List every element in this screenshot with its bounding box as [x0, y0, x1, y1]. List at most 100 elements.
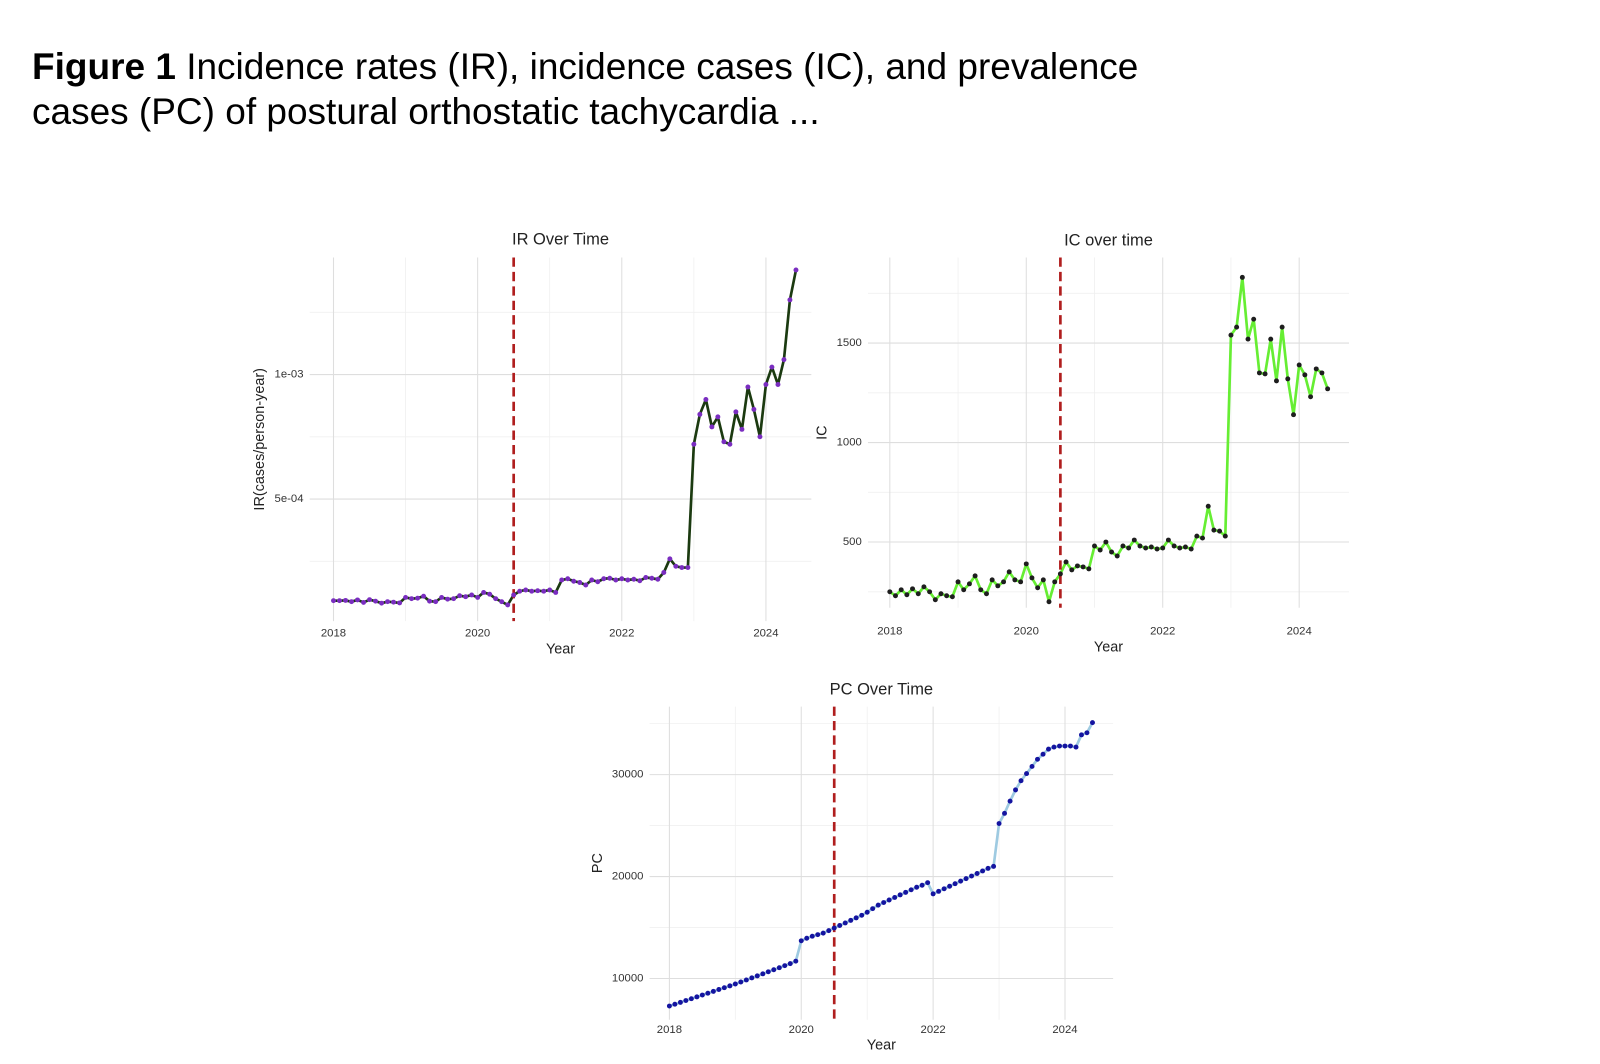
data-point — [427, 598, 433, 604]
data-point — [672, 1001, 678, 1007]
data-point — [715, 414, 721, 420]
data-point — [757, 434, 763, 440]
data-point — [751, 406, 757, 412]
data-point — [487, 591, 493, 597]
data-point — [1001, 579, 1007, 585]
data-point — [1103, 539, 1109, 545]
data-point — [1046, 599, 1052, 605]
figure-caption: Figure 1 Incidence rates (IR), incidence… — [32, 44, 1212, 134]
data-point — [1012, 577, 1018, 583]
data-point — [625, 577, 631, 583]
data-point — [1079, 732, 1084, 738]
data-point — [831, 925, 837, 931]
data-point — [733, 409, 739, 415]
data-point — [1029, 763, 1035, 769]
data-point — [421, 593, 427, 599]
data-point — [927, 589, 933, 595]
data-point — [583, 582, 589, 588]
data-point — [523, 587, 529, 593]
data-point — [1154, 546, 1160, 552]
data-point — [355, 597, 360, 603]
data-point — [517, 588, 523, 594]
data-point — [595, 579, 601, 585]
data-point — [679, 565, 685, 571]
data-point — [985, 865, 991, 871]
data-point — [667, 556, 673, 562]
data-point — [1205, 503, 1211, 509]
data-point — [798, 938, 804, 944]
data-point — [775, 382, 781, 387]
data-point — [577, 580, 583, 585]
data-point — [1308, 394, 1314, 400]
data-point — [754, 973, 760, 979]
data-point — [445, 596, 451, 602]
data-point — [820, 930, 826, 936]
y-axis-label: IC — [814, 425, 830, 439]
data-point — [457, 593, 463, 599]
data-point — [337, 598, 342, 604]
data-point — [1035, 585, 1041, 591]
x-axis-label: Year — [546, 642, 575, 658]
data-point — [963, 876, 969, 882]
data-point — [547, 587, 553, 593]
y-tick-label: 20000 — [612, 871, 644, 883]
y-tick-label: 1000 — [837, 437, 862, 449]
data-point — [996, 821, 1002, 827]
data-point — [1040, 751, 1046, 757]
data-point — [932, 597, 938, 603]
data-point — [1234, 324, 1240, 330]
x-tick-label: 2024 — [1052, 1024, 1077, 1036]
data-point — [1067, 743, 1073, 749]
data-point — [1291, 412, 1296, 418]
data-point — [1073, 744, 1079, 750]
data-point — [1120, 543, 1126, 549]
data-point — [541, 588, 547, 594]
data-point — [1279, 324, 1285, 330]
data-point — [745, 384, 751, 390]
data-point — [697, 411, 703, 417]
data-point — [685, 565, 691, 571]
data-point — [677, 999, 683, 1005]
data-point — [385, 599, 391, 605]
data-point — [505, 602, 511, 608]
data-point — [952, 881, 958, 887]
data-point — [921, 584, 927, 590]
data-point — [655, 576, 661, 582]
data-point — [732, 981, 738, 987]
data-point — [793, 267, 799, 273]
series-line — [333, 269, 798, 607]
data-point — [893, 593, 898, 599]
data-point — [848, 917, 854, 923]
data-point — [1018, 778, 1024, 784]
data-point — [673, 563, 679, 569]
x-axis-label: Year — [867, 1037, 896, 1053]
data-point — [749, 975, 755, 981]
x-tick-label: 2022 — [1150, 625, 1175, 637]
data-point — [511, 592, 517, 598]
data-point — [397, 600, 403, 606]
data-point — [1046, 746, 1051, 752]
chart-title: IR Over Time — [512, 230, 609, 248]
y-tick-label: 10000 — [612, 973, 644, 985]
data-point — [1319, 370, 1325, 376]
data-point — [535, 588, 541, 594]
data-point — [969, 873, 975, 879]
data-point — [1268, 336, 1274, 342]
data-point — [703, 396, 709, 402]
data-point — [1035, 756, 1040, 762]
data-point — [481, 589, 487, 595]
data-point — [1057, 571, 1063, 577]
x-tick-label: 2018 — [877, 625, 902, 637]
data-point — [949, 594, 955, 600]
x-tick-label: 2024 — [753, 627, 778, 639]
data-point — [499, 599, 505, 605]
data-point — [373, 598, 378, 604]
data-point — [607, 575, 613, 581]
data-point — [1023, 561, 1029, 567]
data-point — [892, 894, 898, 900]
data-point — [1302, 372, 1308, 378]
data-point — [887, 589, 893, 595]
data-point — [331, 598, 336, 604]
data-point — [930, 891, 936, 897]
data-point — [1126, 545, 1132, 551]
